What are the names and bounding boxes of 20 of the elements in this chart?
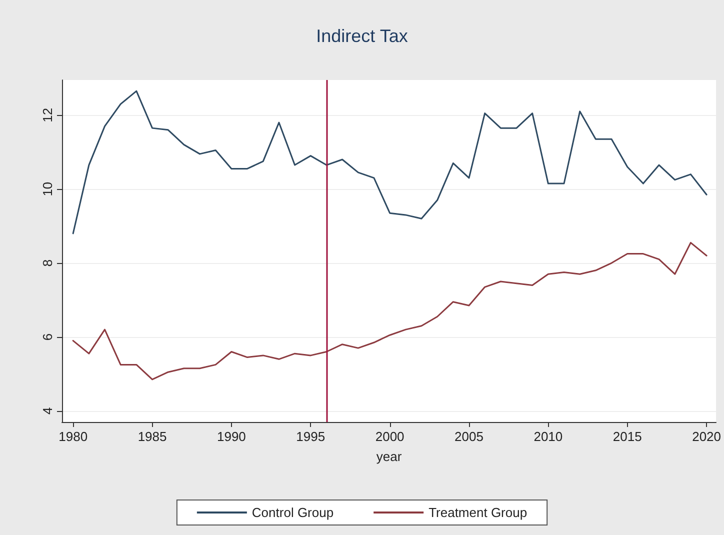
x-tick-label: 2000 — [375, 429, 404, 444]
x-tick-label: 1995 — [296, 429, 326, 444]
legend-label: Control Group — [252, 505, 334, 520]
x-tick-label: 1990 — [216, 429, 246, 444]
y-tick-label: 4 — [40, 407, 55, 415]
x-tick-label: 1980 — [58, 429, 88, 444]
x-tick-label: 1985 — [138, 429, 167, 444]
x-tick-label: 2010 — [534, 429, 563, 444]
x-tick-label: 2005 — [454, 429, 484, 444]
line-series — [72, 90, 708, 234]
chart-title: Indirect Tax — [316, 26, 408, 46]
legend-label: Treatment Group — [428, 505, 528, 520]
y-tick-label: 8 — [40, 259, 55, 267]
x-tick-label: 2020 — [692, 429, 721, 444]
y-tick-label: 6 — [40, 333, 55, 341]
y-tick-label: 12 — [40, 108, 55, 122]
x-axis-title: year — [376, 449, 402, 464]
x-tick-label: 2015 — [612, 429, 642, 444]
line-series — [72, 242, 708, 380]
y-tick-label: 10 — [40, 182, 55, 196]
